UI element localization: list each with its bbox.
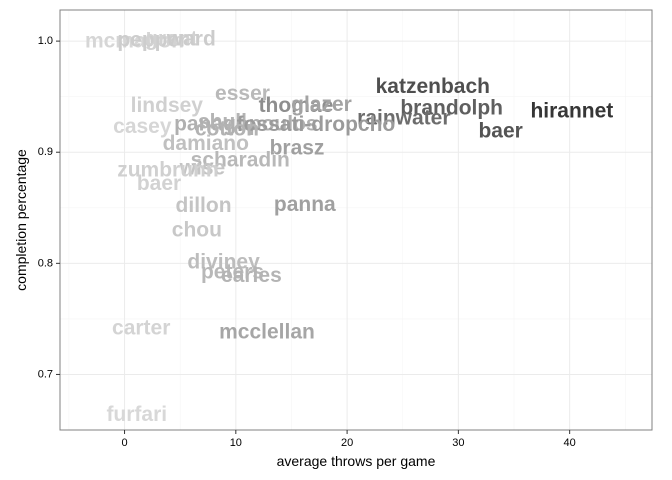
point-label: damiano — [163, 132, 249, 155]
point-label: peters — [201, 261, 264, 284]
point-label: pepper — [117, 29, 187, 52]
y-tick-label: 1.0 — [38, 35, 53, 47]
point-label: fossati-dropcho — [237, 113, 396, 136]
x-tick-label: 0 — [121, 437, 127, 449]
point-label: chou — [172, 219, 222, 242]
y-tick-label: 0.8 — [38, 257, 53, 269]
point-label: ward — [166, 27, 216, 50]
x-tick-label: 10 — [230, 437, 242, 449]
point-label: brasz — [270, 136, 325, 159]
point-label: furfari — [106, 403, 167, 426]
point-label: dillon — [176, 194, 232, 217]
point-label: casey — [113, 115, 172, 138]
point-label: carter — [112, 316, 170, 339]
point-label: earles — [221, 264, 282, 287]
point-label: baer — [478, 120, 522, 143]
x-axis-ticks: 0 10 20 30 40 — [121, 430, 576, 449]
panel-border — [59, 9, 653, 431]
point-label: shull — [198, 111, 247, 134]
point-label: esser — [215, 82, 270, 105]
point-label: brandolph — [400, 96, 503, 119]
grid-major — [60, 10, 652, 430]
point-label: panagopoulos — [174, 112, 318, 135]
y-tick-label: 0.7 — [38, 368, 53, 380]
x-tick-label: 20 — [341, 437, 353, 449]
grid-minor — [60, 10, 652, 430]
point-label: lindsey — [131, 94, 204, 117]
point-label: zumbrunn — [117, 159, 218, 182]
y-tick-label: 0.9 — [38, 146, 53, 158]
point-label: glazer — [291, 93, 352, 116]
point-label: mcclellan — [219, 321, 315, 344]
point-label: scharadin — [191, 149, 290, 172]
point-label: rainwater — [357, 106, 450, 129]
point-label: panna — [274, 193, 336, 216]
x-tick-label: 30 — [452, 437, 464, 449]
y-axis-title: completion percentage — [13, 149, 29, 291]
point-label: diviney — [187, 251, 260, 274]
y-axis-ticks: 0.7 0.8 0.9 1.0 — [38, 35, 60, 380]
point-label: wise — [179, 156, 226, 179]
x-tick-label: 40 — [564, 437, 576, 449]
point-label: thomae — [259, 94, 334, 117]
point-label: cotton — [195, 117, 259, 140]
x-axis-title: average throws per game — [277, 453, 436, 469]
point-label: mcmahon — [85, 30, 184, 53]
point-label: grant — [145, 27, 198, 50]
point-label: katzenbach — [376, 75, 490, 98]
point-label: hirannet — [530, 100, 613, 123]
point-label: baer — [137, 172, 181, 195]
